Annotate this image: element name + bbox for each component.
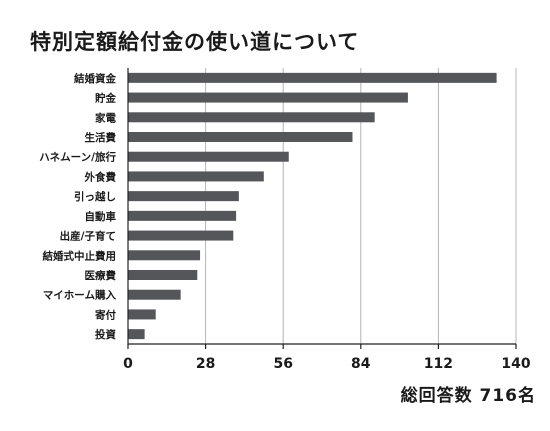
bar-4 <box>128 151 289 162</box>
bar-7 <box>128 210 237 221</box>
category-label-4: ハネムーン/旅行 <box>39 151 116 164</box>
total-respondents: 総回答数 716名 <box>400 386 536 406</box>
category-label-13: 投資 <box>95 328 116 341</box>
category-label-6: 引っ越し <box>74 190 116 203</box>
bar-12 <box>128 309 156 320</box>
bar-13 <box>128 329 145 340</box>
category-label-8: 出産/子育て <box>60 230 116 243</box>
bar-8 <box>128 230 234 241</box>
category-label-7: 自動車 <box>85 210 117 223</box>
x-tick-label-84: 84 <box>351 356 371 372</box>
category-label-9: 結婚式中止費用 <box>43 249 117 262</box>
x-tick-label-56: 56 <box>273 356 292 372</box>
bar-3 <box>128 132 353 142</box>
x-tick-label-112: 112 <box>424 356 453 372</box>
bar-0 <box>128 72 497 83</box>
category-label-0: 結婚資金 <box>74 72 116 85</box>
category-label-3: 生活費 <box>85 131 117 144</box>
bar-6 <box>128 191 239 202</box>
bar-11 <box>128 289 181 300</box>
bar-10 <box>128 270 198 280</box>
bar-2 <box>128 112 375 123</box>
bar-5 <box>128 171 264 182</box>
bar-9 <box>128 250 201 261</box>
x-tick-label-140: 140 <box>501 356 530 372</box>
category-label-12: 寄付 <box>95 308 116 321</box>
category-label-10: 医療費 <box>85 269 117 282</box>
category-label-11: マイホーム購入 <box>43 289 117 302</box>
x-tick-label-0: 0 <box>123 356 133 372</box>
category-label-1: 貯金 <box>95 92 116 105</box>
category-label-5: 外食費 <box>84 170 117 183</box>
category-label-2: 家電 <box>95 111 116 124</box>
chart-title: 特別定額給付金の使い道について <box>30 30 360 54</box>
x-tick-label-28: 28 <box>196 356 215 372</box>
bar-1 <box>128 92 408 103</box>
